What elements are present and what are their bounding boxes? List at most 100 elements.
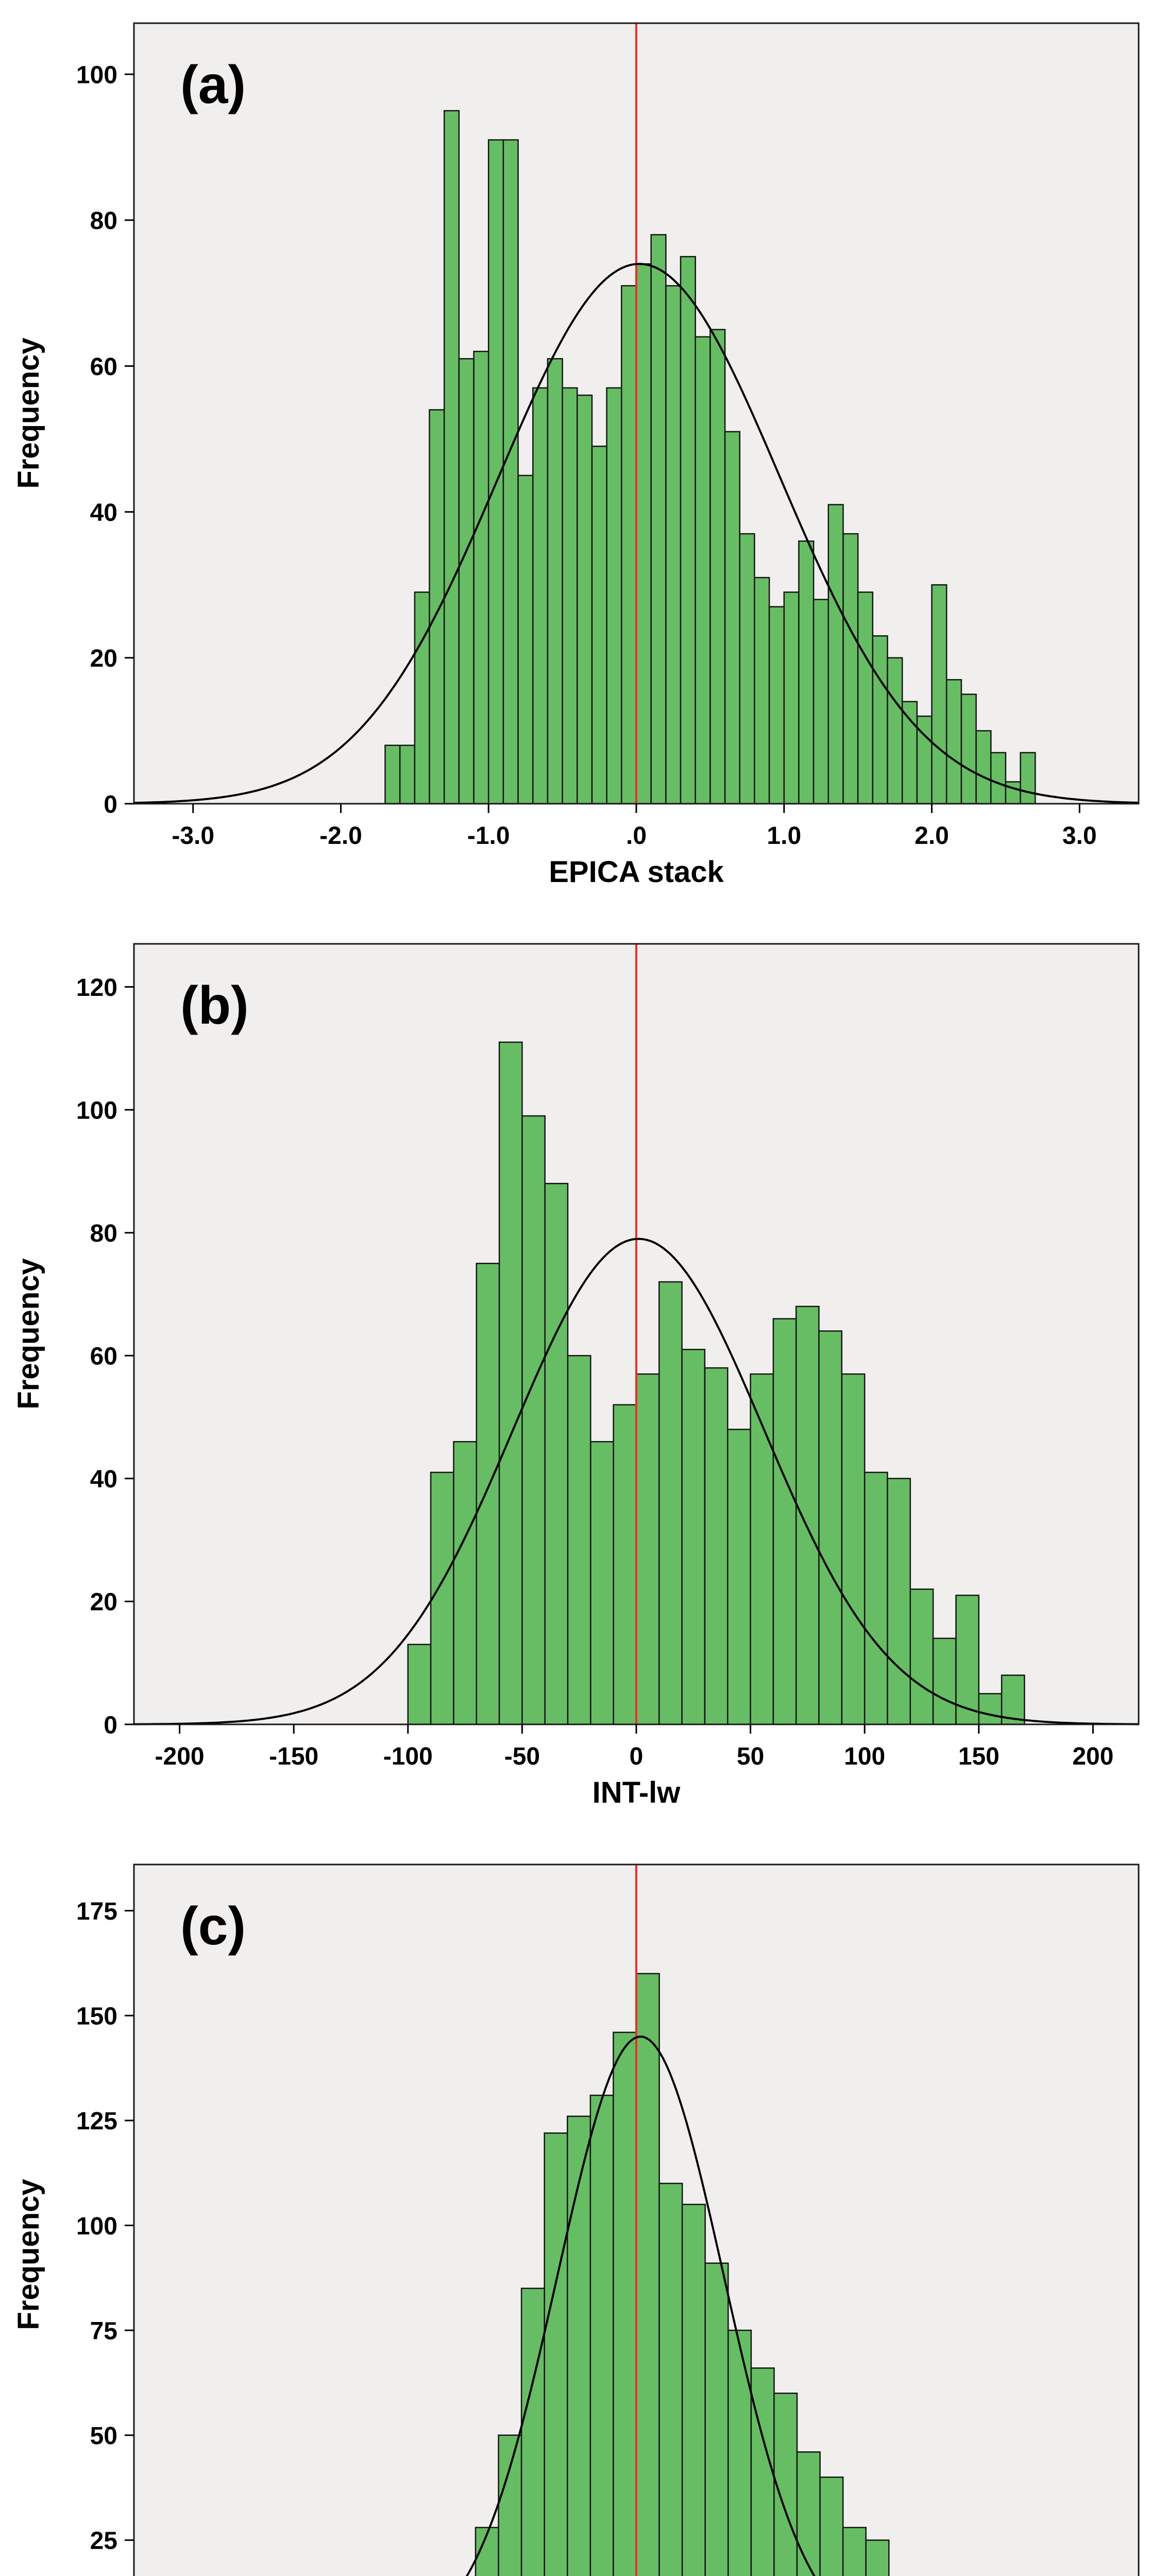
histogram-bar xyxy=(635,1373,660,1725)
histogram-bar xyxy=(544,1182,569,1725)
histogram-bar xyxy=(796,2451,821,2576)
histogram-bar xyxy=(458,358,475,805)
y-tick-label: 80 xyxy=(90,1220,117,1247)
x-axis-title-a: EPICA stack xyxy=(549,855,724,889)
histogram-bar xyxy=(429,409,445,805)
y-tick-label: 50 xyxy=(90,2422,117,2450)
histogram-bar xyxy=(544,2132,568,2576)
histogram-bar xyxy=(872,635,888,805)
y-tick-label: 100 xyxy=(76,61,117,89)
histogram-bar xyxy=(502,139,519,805)
y-tick-label: 0 xyxy=(104,1711,117,1739)
histogram-bar xyxy=(975,730,992,805)
histogram-bar xyxy=(916,715,933,805)
histogram-bar xyxy=(842,533,859,805)
histogram-bar xyxy=(577,394,593,805)
histogram-bar xyxy=(727,1429,751,1725)
histogram-bar xyxy=(681,2204,706,2576)
panel-label-a: (a) xyxy=(180,55,246,115)
histogram-bar xyxy=(865,2539,890,2576)
histogram-bar xyxy=(1005,781,1021,805)
histogram-bar xyxy=(901,701,918,805)
histogram-bar xyxy=(909,1588,934,1725)
y-tick-label: 150 xyxy=(76,2003,117,2030)
y-tick-label: 40 xyxy=(90,1466,117,1493)
histogram-bar xyxy=(724,431,741,805)
histogram-bar xyxy=(768,606,785,805)
histogram-bar xyxy=(887,657,903,805)
panel-label-c: (c) xyxy=(180,1896,246,1956)
histogram-bar xyxy=(567,1355,591,1725)
x-tick-label: 3.0 xyxy=(1062,822,1097,850)
histogram-panel-b: -200 -150 -100 -50 0 50 100 150 200 0 20 40 60 80 100 1… xyxy=(0,921,1168,1841)
histogram-bar xyxy=(812,599,830,805)
histogram-bar xyxy=(960,693,977,805)
histogram-bar xyxy=(613,1404,637,1725)
histogram-bar xyxy=(818,1330,843,1725)
histogram-bar xyxy=(520,2287,545,2576)
histogram-chart-int-l: -150-100-500501001500255075100125150175 … xyxy=(12,1863,1140,2576)
y-axis-title-c: Frequency xyxy=(12,2179,45,2330)
histogram-bar xyxy=(827,504,844,805)
y-tick-label: 175 xyxy=(76,1898,117,1925)
histogram-bar xyxy=(384,744,401,805)
x-tick-label: 200 xyxy=(1072,1743,1113,1770)
histogram-bar xyxy=(955,1595,980,1725)
histogram-bar xyxy=(453,1441,478,1725)
histogram-chart-int-lw: -200 -150 -100 -50 0 50 100 150 200 0 20 40 60 80 100 1… xyxy=(12,943,1140,1809)
histogram-bar xyxy=(414,591,430,805)
histogram-bar xyxy=(606,387,622,805)
histogram-bar xyxy=(932,1637,957,1725)
histogram-bar xyxy=(498,1041,523,1725)
histogram-bar xyxy=(857,591,874,805)
x-axis-title-b: INT-lw xyxy=(593,1776,681,1809)
histogram-bar xyxy=(635,263,652,805)
histogram-bar xyxy=(990,752,1007,805)
y-tick-label: 125 xyxy=(76,2108,117,2135)
histogram-bar xyxy=(590,1441,614,1725)
y-tick-label: 100 xyxy=(76,2213,117,2240)
y-axis-title-a: Frequency xyxy=(12,337,45,488)
histogram-panel-a: -3.0 -2.0 -1.0.0 1.0 2.0 3.0 0 20 40 60 80 100 (a) … xyxy=(0,0,1168,921)
histogram-bar xyxy=(399,744,416,805)
histogram-bar xyxy=(709,329,726,805)
histogram-bar xyxy=(887,1478,911,1725)
y-tick-label: 20 xyxy=(90,1589,117,1616)
y-tick-label: 20 xyxy=(90,645,117,672)
histogram-panel-c: -150-100-500501001500255075100125150175 … xyxy=(0,1841,1168,2576)
histogram-bar xyxy=(819,2476,844,2576)
histogram-bar xyxy=(650,234,667,805)
y-tick-label: 100 xyxy=(76,1097,117,1124)
histogram-bar xyxy=(750,2367,775,2576)
histogram-bar xyxy=(754,577,770,805)
x-tick-label: 50 xyxy=(737,1743,764,1770)
histogram-bar xyxy=(704,2262,729,2576)
histogram-bar xyxy=(473,350,489,805)
histogram-bar xyxy=(841,1373,866,1725)
x-tick-label: .0 xyxy=(626,822,647,850)
histogram-bar xyxy=(498,2434,522,2576)
histogram-bar xyxy=(739,533,755,805)
histogram-bar xyxy=(750,1373,774,1725)
histogram-bar xyxy=(521,1115,546,1725)
histogram-bar xyxy=(665,285,682,805)
normal-curve xyxy=(133,263,1139,804)
histogram-bar xyxy=(613,2031,637,2576)
y-tick-label: 25 xyxy=(90,2528,117,2555)
x-tick-label: 0 xyxy=(630,1743,644,1770)
histogram-bar xyxy=(589,2094,614,2576)
histogram-bar xyxy=(842,2527,867,2576)
histogram-bar xyxy=(443,110,460,805)
histogram-bar xyxy=(931,584,947,805)
histogram-bar xyxy=(978,1693,1003,1725)
histogram-bar xyxy=(727,2329,752,2576)
histogram-bar xyxy=(680,256,696,805)
histogram-bar xyxy=(562,387,578,805)
normal-curve xyxy=(134,1238,1139,1725)
x-tick-label: 100 xyxy=(844,1743,885,1770)
histogram-bar xyxy=(591,445,607,805)
histogram-bar xyxy=(681,1349,706,1725)
histogram-bar xyxy=(864,1471,888,1725)
